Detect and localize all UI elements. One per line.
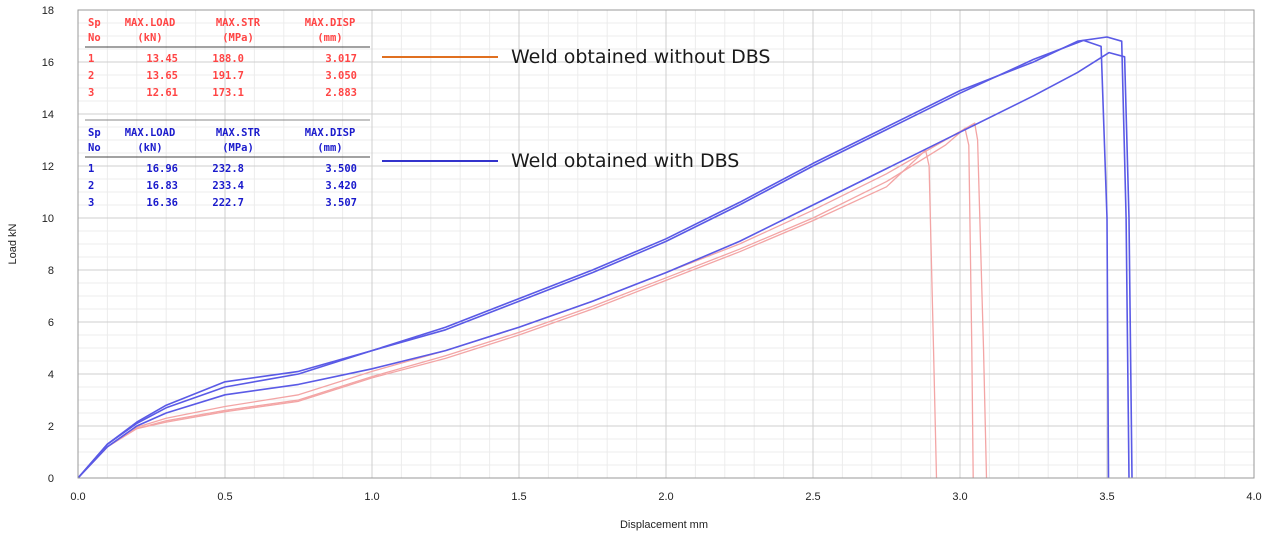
legend-label: Weld obtained with DBS — [511, 150, 739, 172]
x-tick-label: 3.0 — [952, 491, 967, 503]
grid — [77, 9, 1255, 479]
table-header-cell: Sp — [88, 17, 101, 29]
table-cell: 12.61 — [146, 87, 178, 99]
table-header-cell: (MPa) — [222, 142, 254, 154]
table-header-cell: (kN) — [137, 32, 162, 44]
x-tick-label: 0.5 — [217, 491, 232, 503]
table-cell: 3.420 — [325, 180, 357, 192]
table-header-cell: (mm) — [317, 142, 342, 154]
table-cell: 1 — [88, 163, 94, 175]
table-cell: 222.7 — [212, 197, 244, 209]
x-tick-label: 4.0 — [1246, 491, 1261, 503]
table-cell: 13.45 — [146, 53, 178, 65]
summary-tables: Sp No MAX.LOAD (kN) MAX.STR (MPa) MAX.DISP (mm)… — [85, 17, 370, 209]
y-tick-label: 6 — [48, 317, 54, 329]
table-cell: 16.36 — [146, 197, 178, 209]
series-line — [77, 36, 1130, 479]
table-cell: 2 — [88, 70, 94, 82]
table-cell: 173.1 — [212, 87, 244, 99]
series-group — [77, 36, 1133, 479]
x-tick-label: 0.0 — [70, 491, 85, 503]
table-header-cell: No — [88, 32, 101, 44]
table-header-cell: MAX.DISP — [305, 17, 356, 29]
table-cell: 2 — [88, 180, 94, 192]
y-tick-label: 18 — [42, 5, 54, 17]
y-axis-label: Load kN — [7, 223, 19, 264]
y-tick-label: 10 — [42, 213, 54, 225]
table-header-cell: MAX.DISP — [305, 127, 356, 139]
table-cell: 232.8 — [212, 163, 244, 175]
table-cell: 3.050 — [325, 70, 357, 82]
tick-group: 0.0 0.5 1.0 1.5 2.0 2.5 3.0 3.5 4.00246810121416… — [42, 5, 1262, 503]
table-cell: 13.65 — [146, 70, 178, 82]
x-axis-label: Displacement mm — [620, 519, 708, 531]
table-cell: 2.883 — [325, 87, 357, 99]
legend: Weld obtained without DBS Weld obtained w… — [382, 46, 771, 172]
table-header-cell: (mm) — [317, 32, 342, 44]
table-header-cell: MAX.LOAD — [125, 17, 176, 29]
table-header-cell: (MPa) — [222, 32, 254, 44]
table-cell: 1 — [88, 53, 94, 65]
x-tick-label: 3.5 — [1099, 491, 1114, 503]
table-cell: 3.507 — [325, 197, 357, 209]
table-header-cell: Sp — [88, 127, 101, 139]
y-tick-label: 2 — [48, 421, 54, 433]
y-tick-label: 16 — [42, 57, 54, 69]
legend-label: Weld obtained without DBS — [511, 46, 771, 68]
series-line — [77, 51, 1133, 479]
x-tick-label: 1.5 — [511, 491, 526, 503]
y-tick-label: 8 — [48, 265, 54, 277]
table-cell: 3.500 — [325, 163, 357, 175]
table-header-cell: MAX.STR — [216, 17, 261, 29]
table-header-cell: MAX.STR — [216, 127, 261, 139]
y-tick-label: 4 — [48, 369, 54, 381]
table-header-cell: MAX.LOAD — [125, 127, 176, 139]
table-cell: 3.017 — [325, 53, 357, 65]
table-header-cell: No — [88, 142, 101, 154]
y-tick-label: 14 — [42, 109, 54, 121]
x-tick-label: 2.5 — [805, 491, 820, 503]
series-line — [77, 149, 938, 479]
table-header-cell: (kN) — [137, 142, 162, 154]
table-cell: 191.7 — [212, 70, 244, 82]
table-cell: 16.96 — [146, 163, 178, 175]
table-cell: 188.0 — [212, 53, 244, 65]
table-cell: 233.4 — [212, 180, 244, 192]
y-tick-label: 12 — [42, 161, 54, 173]
table-cell: 3 — [88, 87, 94, 99]
series-line — [77, 39, 1110, 479]
table-cell: 3 — [88, 197, 94, 209]
x-tick-label: 1.0 — [364, 491, 379, 503]
table-cell: 16.83 — [146, 180, 178, 192]
y-tick-label: 0 — [48, 473, 54, 485]
plot-border — [77, 9, 1255, 479]
x-tick-label: 2.0 — [658, 491, 673, 503]
